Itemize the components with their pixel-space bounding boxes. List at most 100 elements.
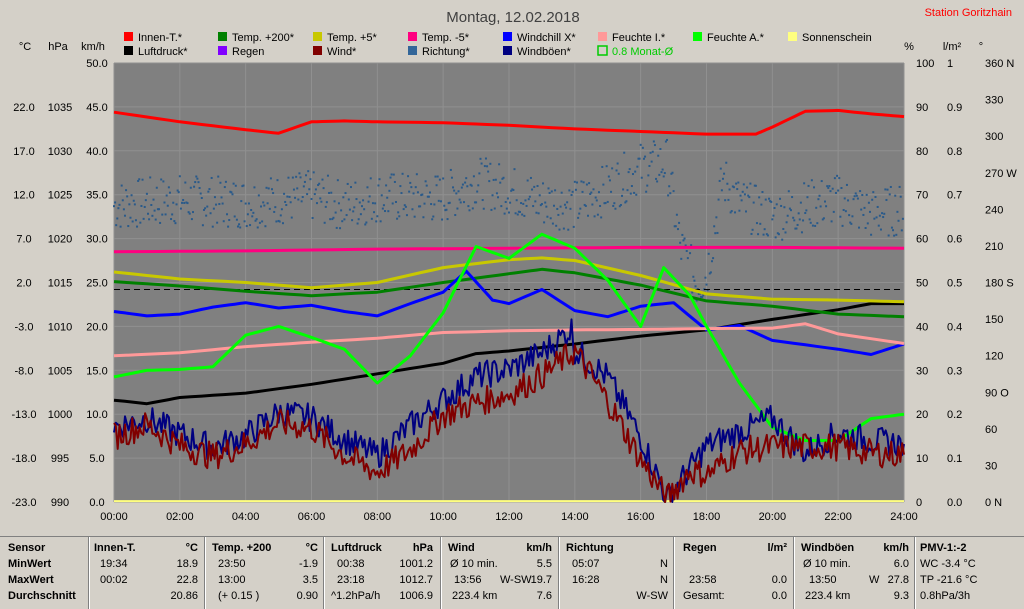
legend-swatch xyxy=(218,32,227,41)
direction-point xyxy=(231,193,234,196)
direction-point xyxy=(612,204,615,207)
direction-point xyxy=(355,198,358,201)
direction-point xyxy=(741,190,744,193)
direction-point xyxy=(769,200,772,203)
legend-swatch xyxy=(598,32,607,41)
stats-wind-title: Wind xyxy=(448,542,475,554)
direction-point xyxy=(853,195,856,198)
direction-point xyxy=(825,205,828,208)
direction-point xyxy=(393,180,396,183)
stats-luftdruck-max-time: 23:18 xyxy=(337,574,365,586)
direction-point xyxy=(881,212,884,215)
speed-tick-label: 40.0 xyxy=(86,146,107,158)
speed-axis-unit: km/h xyxy=(81,41,105,53)
direction-point xyxy=(299,176,302,179)
direction-point xyxy=(681,233,684,236)
direction-point xyxy=(551,222,554,225)
direction-point xyxy=(242,184,245,187)
temp-tick-label: 12.0 xyxy=(13,190,34,202)
direction-point xyxy=(539,204,542,207)
direction-point xyxy=(544,201,547,204)
direction-point xyxy=(489,162,492,165)
stats-pmv-avg: 0.8hPa/3h xyxy=(920,590,971,602)
direction-point xyxy=(731,185,734,188)
direction-point xyxy=(126,195,129,198)
direction-point xyxy=(689,252,692,255)
stats-windboeen-title: Windböen xyxy=(801,542,855,554)
direction-point xyxy=(216,221,219,224)
direction-point xyxy=(613,202,616,205)
direction-point xyxy=(556,207,559,210)
direction-point xyxy=(492,178,495,181)
direction-point xyxy=(898,185,901,188)
direction-point xyxy=(333,200,336,203)
direction-point xyxy=(414,186,417,189)
direction-point xyxy=(436,175,439,178)
direction-point xyxy=(279,214,282,217)
direction-point xyxy=(230,191,233,194)
direction-point xyxy=(868,210,871,213)
direction-point xyxy=(354,181,357,184)
direction-point xyxy=(342,196,345,199)
direction-point xyxy=(284,200,287,203)
direction-point xyxy=(726,182,729,185)
direction-point xyxy=(445,208,448,211)
temp-tick-label: 7.0 xyxy=(16,234,31,246)
direction-point xyxy=(816,222,819,225)
direction-point xyxy=(642,157,645,160)
direction-point xyxy=(890,226,893,229)
speed-tick-label: 50.0 xyxy=(86,58,107,70)
direction-point xyxy=(577,216,580,219)
direction-point xyxy=(235,218,238,221)
direction-point xyxy=(348,208,351,211)
direction-point xyxy=(371,202,374,205)
direction-point xyxy=(759,222,762,225)
direction-point xyxy=(183,201,186,204)
direction-point xyxy=(251,215,254,218)
direction-point xyxy=(697,292,700,295)
stats-innen-avg: 20.86 xyxy=(170,590,198,602)
direction-point xyxy=(481,199,484,202)
x-tick-label: 02:00 xyxy=(166,511,194,523)
direction-point xyxy=(127,225,130,228)
direction-point xyxy=(764,198,767,201)
pressure-axis-unit: hPa xyxy=(48,41,68,53)
stats-temp200-unit: °C xyxy=(305,542,318,554)
direction-point xyxy=(840,187,843,190)
stats-regen-avg-label: Gesamt: xyxy=(683,590,725,602)
direction-point xyxy=(567,228,570,231)
direction-point xyxy=(629,192,632,195)
direction-point xyxy=(122,208,125,211)
direction-point xyxy=(463,201,466,204)
stats-row-avg: Durchschnitt xyxy=(8,590,76,602)
direction-point xyxy=(590,191,593,194)
direction-point xyxy=(505,207,508,210)
direction-point xyxy=(287,176,290,179)
speed-tick-label: 35.0 xyxy=(86,190,107,202)
rain-tick-label: 0.7 xyxy=(947,190,962,202)
direction-point xyxy=(581,190,584,193)
direction-point xyxy=(195,175,198,178)
legend-label: Wind* xyxy=(327,46,357,58)
direction-point xyxy=(480,162,483,165)
direction-point xyxy=(136,225,139,228)
direction-point xyxy=(725,161,728,164)
direction-point xyxy=(359,213,362,216)
direction-point xyxy=(347,198,350,201)
direction-point xyxy=(702,294,705,297)
direction-point xyxy=(435,184,438,187)
direction-point xyxy=(179,207,182,210)
direction-point xyxy=(888,193,891,196)
direction-point xyxy=(478,172,481,175)
direction-point xyxy=(471,207,474,210)
direction-point xyxy=(561,212,564,215)
direction-point xyxy=(660,171,663,174)
direction-point xyxy=(232,182,235,185)
pressure-tick-label: 1000 xyxy=(48,409,72,421)
direction-point xyxy=(676,228,679,231)
stats-innen-title: Innen-T. xyxy=(94,542,136,554)
legend: Innen-T.* Temp. +200* Temp. +5* Temp. -5* Wi… xyxy=(124,32,872,58)
direction-point xyxy=(426,195,429,198)
direction-point xyxy=(213,196,216,199)
direction-point xyxy=(240,200,243,203)
